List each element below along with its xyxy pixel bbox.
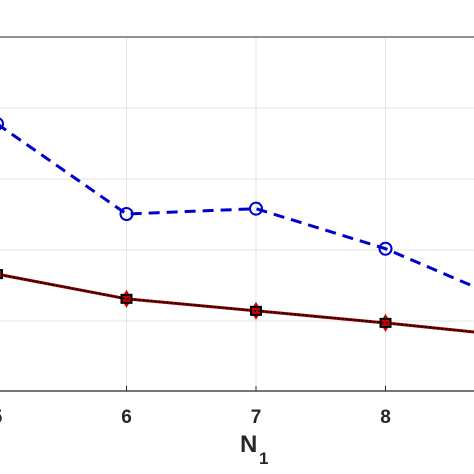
x-tick-label: 5 — [0, 407, 3, 428]
x-axis-label: N — [240, 431, 257, 458]
series-1-marker — [379, 313, 392, 332]
series-line-0 — [0, 124, 474, 289]
series-0-marker — [0, 117, 4, 131]
x-tick-label: 6 — [121, 407, 132, 428]
x-tick-label: 7 — [251, 407, 262, 428]
series-0-marker — [119, 207, 134, 221]
grid-lines — [0, 36, 474, 391]
x-tick-label: 8 — [380, 407, 391, 428]
x-tick-labels: 5 6 7 8 — [0, 407, 391, 428]
series-line-1 — [0, 273, 474, 334]
square-mark — [0, 269, 3, 280]
series-1-marker — [0, 269, 3, 280]
axes — [0, 36, 474, 392]
series-line-2 — [0, 273, 474, 333]
x-axis-label-subscript: 1 — [259, 449, 268, 468]
series-0-marker — [249, 201, 263, 216]
series-0-marker — [378, 241, 393, 256]
series-layer — [0, 117, 474, 334]
